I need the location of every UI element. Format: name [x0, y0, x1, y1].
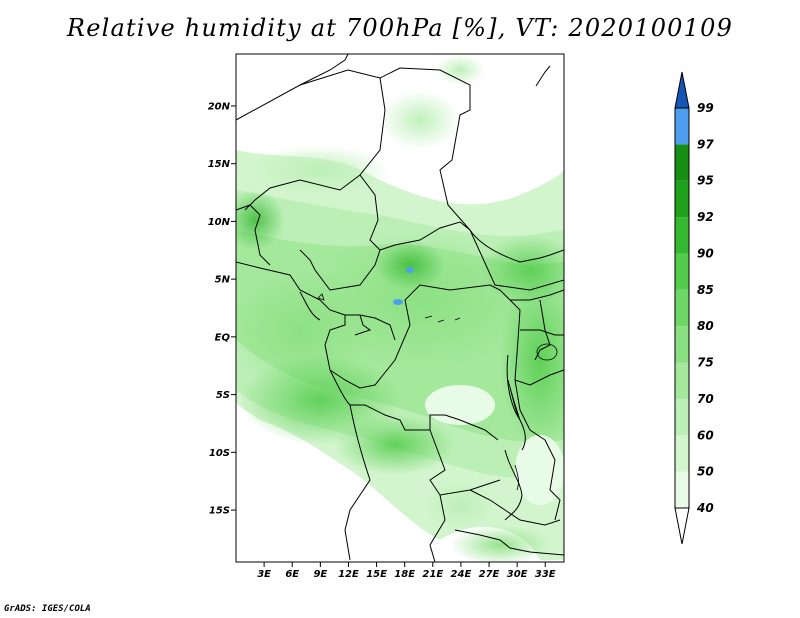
map-title: Relative humidity at 700hPa [%], VT: 202… [66, 14, 734, 42]
colorbar-segment [675, 326, 689, 363]
country-borders [236, 54, 564, 562]
moist-patch [425, 480, 495, 530]
colorbar-segment [675, 180, 689, 218]
lat-tick-label: 15S [209, 506, 230, 517]
lon-tick-label: 33E [535, 569, 556, 580]
colorbar-label: 80 [697, 319, 714, 333]
moist-patch [450, 525, 550, 562]
colorbar-label: 85 [697, 283, 714, 297]
lon-tick-label: 18E [394, 569, 415, 580]
colorbar-low-arrow [674, 507, 690, 545]
colorbar-label: 99 [697, 101, 714, 115]
lon-tick-label: 15E [366, 569, 387, 580]
lat-tick-label: EQ [215, 332, 231, 343]
moist-patch [480, 235, 564, 305]
longitude-axis: 3E 6E 9E 12E 15E 18E 21E 24E 27E 30E 33E [257, 562, 556, 580]
lon-tick-label: 6E [285, 569, 299, 580]
moist-patch [380, 90, 460, 150]
saturated-spot [406, 267, 414, 273]
colorbar-segment [675, 217, 689, 254]
colorbar-label: 92 [697, 210, 714, 224]
colorbar-label: 97 [697, 137, 714, 151]
dry-patch [515, 435, 564, 505]
colorbar-label: 40 [696, 501, 714, 515]
colorbar: 40 50 60 70 75 80 85 90 92 95 97 99 [674, 71, 714, 545]
colorbar-segment [675, 471, 689, 508]
lat-tick-label: 15N [208, 159, 231, 170]
colorbar-segment [675, 144, 689, 181]
colorbar-label: 50 [697, 465, 714, 479]
lakes [317, 293, 558, 491]
colorbar-label: 60 [697, 428, 714, 442]
colorbar-label: 75 [697, 356, 714, 370]
grads-credit: GrADS: IGES/COLA [4, 604, 91, 614]
colorbar-label: 95 [697, 174, 714, 188]
lat-tick-label: 5S [216, 390, 230, 401]
lon-tick-label: 3E [257, 569, 271, 580]
colorbar-segment [675, 362, 689, 399]
moist-patch [500, 270, 564, 450]
lon-tick-label: 21E [422, 569, 443, 580]
colorbar-segment [675, 435, 689, 472]
lon-tick-label: 27E [479, 569, 500, 580]
colorbar-label: 90 [697, 246, 714, 260]
colorbar-segment [675, 398, 689, 436]
lon-tick-label: 24E [451, 569, 472, 580]
lon-tick-label: 12E [338, 569, 359, 580]
colorbar-segment [675, 253, 689, 290]
moist-patch [335, 415, 455, 475]
lat-tick-label: 10N [208, 217, 231, 228]
colorbar-segment [675, 289, 689, 327]
colorbar-high-arrow [674, 71, 690, 109]
lon-tick-label: 30E [507, 569, 528, 580]
lat-tick-label: 5N [215, 275, 231, 286]
dry-patch [425, 385, 495, 425]
colorbar-label: 70 [697, 392, 714, 406]
lat-tick-label: 20N [208, 101, 231, 112]
moist-patch [435, 55, 485, 85]
lat-tick-label: 10S [209, 448, 230, 459]
moist-patch [236, 190, 285, 250]
latitude-axis: 20N 15N 10N 5N EQ 5S 10S 15S [208, 101, 236, 517]
lon-tick-label: 9E [313, 569, 327, 580]
humidity-field [236, 54, 564, 562]
moist-patch [250, 145, 390, 195]
saturated-spot [393, 299, 403, 305]
map-frame [235, 53, 565, 563]
colorbar-segment [675, 108, 689, 145]
moist-patch [375, 240, 445, 290]
